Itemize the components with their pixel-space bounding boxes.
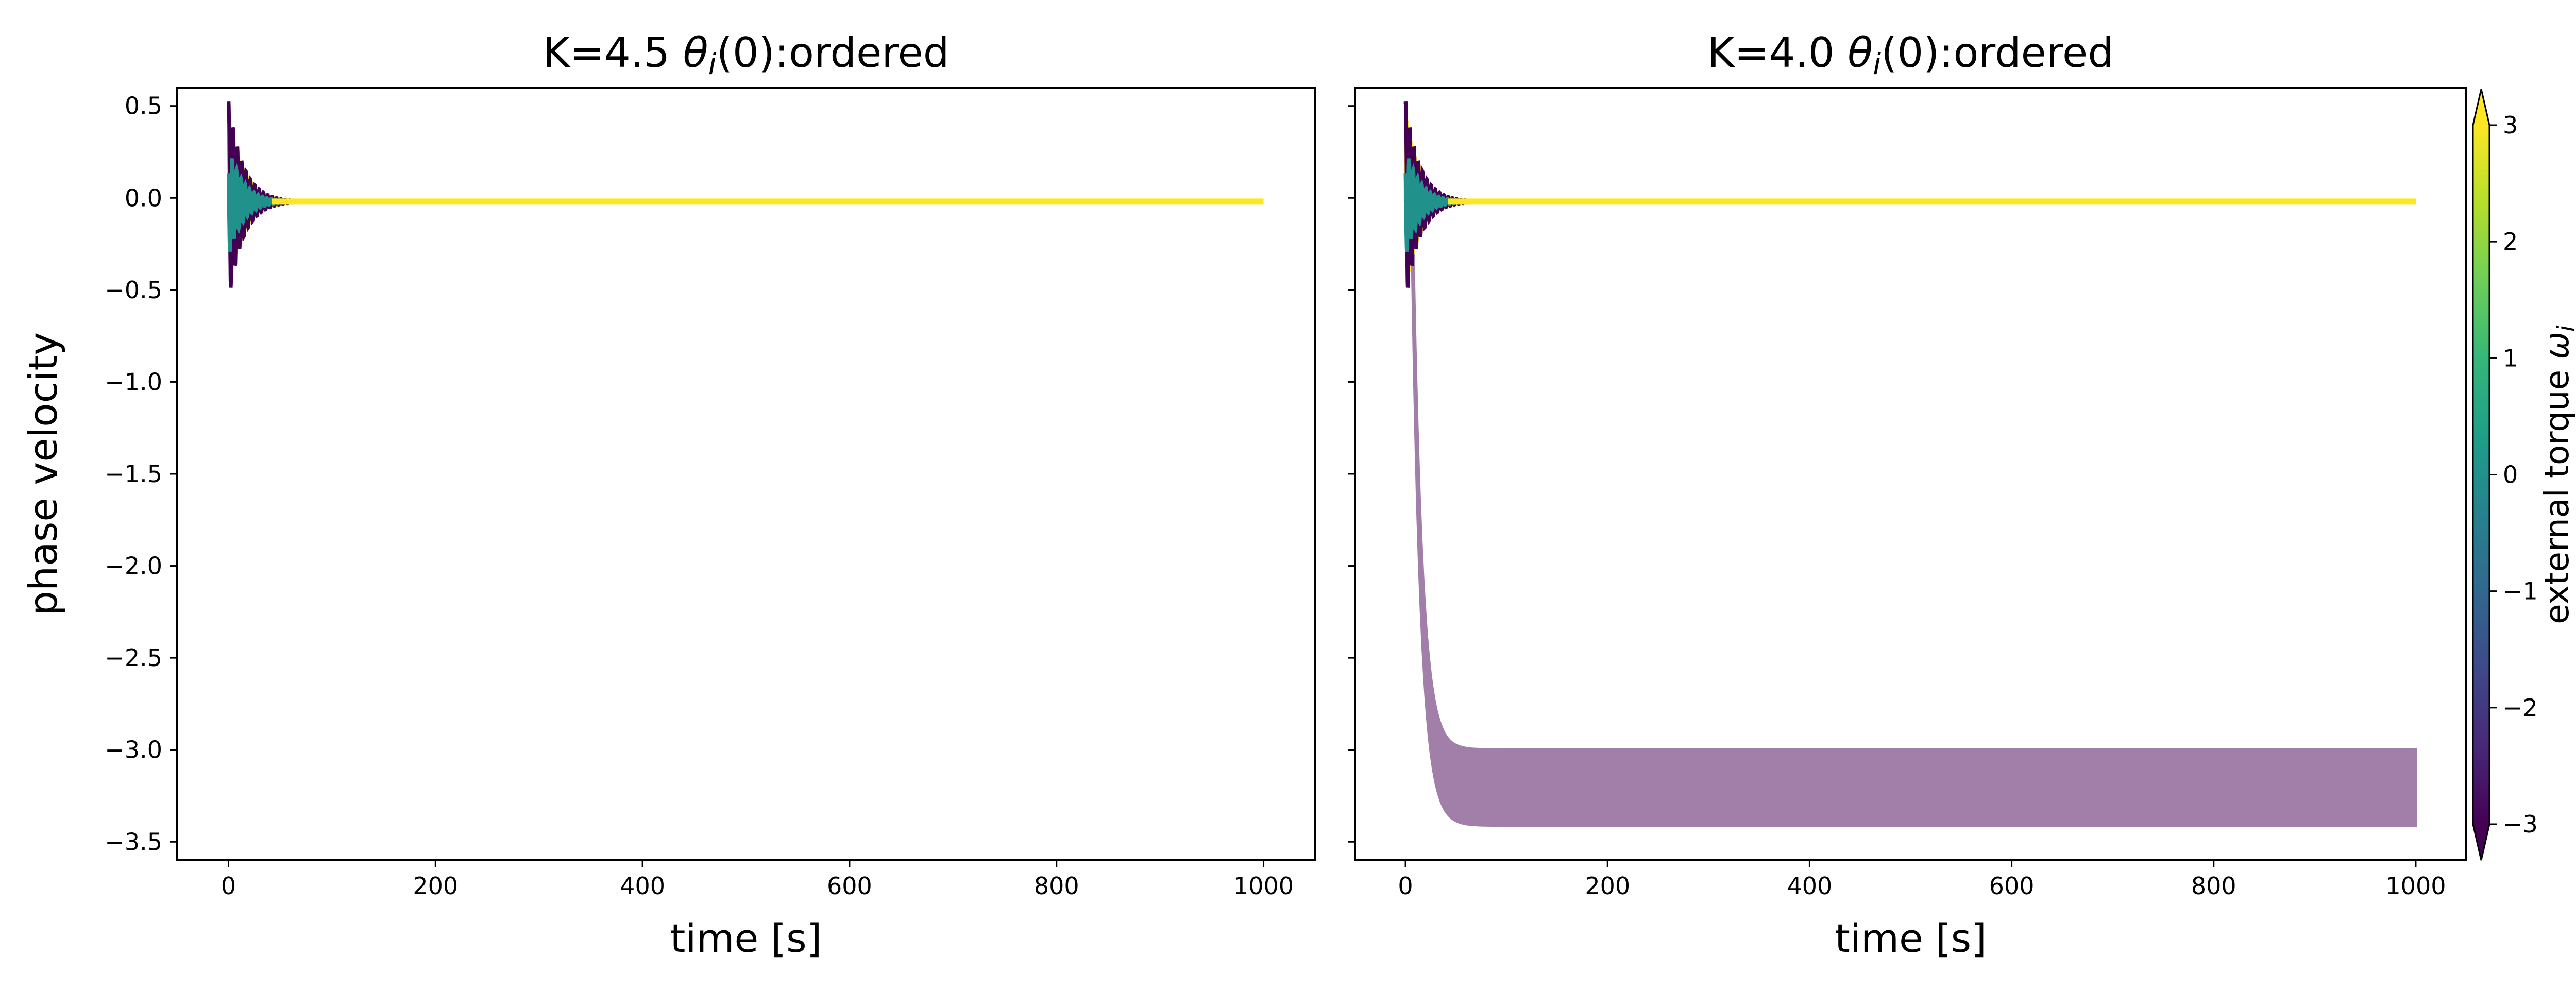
x-tick-label: 1000 [2385,872,2446,900]
left-chart-y-axis-label: phase velocity [20,332,66,616]
x-tick-label: 0 [221,872,236,900]
right-chart-x-axis-label: time [s] [1835,915,1987,961]
y-tick-label: −3.0 [105,736,162,764]
y-tick-label: −3.5 [105,828,162,856]
right-chart-y-ticks [1348,105,1355,843]
y-tick-label: −0.5 [105,276,162,304]
x-tick-label: 200 [413,872,458,900]
colorbar: 3 2 1 0 −1 −2 −3 external torque ωi [2472,89,2576,861]
x-tick-label: 800 [1034,872,1079,900]
x-tick-label: 800 [2191,872,2236,900]
colorbar-tick-label: −2 [2503,694,2538,722]
colorbar-gradient [2473,125,2489,824]
x-tick-label: 600 [1989,872,2035,900]
y-tick-label: −1.0 [105,368,162,396]
drifting-oscillator-band [1404,154,2417,827]
colorbar-ticks: 3 2 1 0 −1 −2 −3 [2489,111,2538,838]
y-tick-label: 0.5 [125,92,162,120]
x-tick-label: 400 [1787,872,1833,900]
left-chart-x-axis-label: time [s] [670,915,822,961]
y-tick-label: −2.0 [105,552,162,580]
left-chart-lines [227,101,1264,288]
left-chart-y-ticks: 0.5 0.0 −0.5 −1.0 −1.5 −2.0 −2.5 −3.0 −3.5 [105,92,177,856]
colorbar-tick-label: −1 [2503,577,2538,605]
colorbar-extend-min [2473,824,2489,860]
left-chart-title: K=4.5 θi(0):ordered [543,29,949,81]
colorbar-tick-label: 1 [2503,344,2518,372]
colorbar-tick-label: 3 [2503,111,2518,139]
x-tick-label: 600 [827,872,872,900]
right-chart-panel: 0 200 400 600 800 1000 K=4.0 θi(0):ordered ti… [1348,29,2467,961]
right-chart-lines [1403,101,2417,827]
left-chart-x-ticks: 0 200 400 600 800 1000 [221,860,1294,900]
y-tick-label: 0.0 [125,184,162,212]
y-tick-label: −1.5 [105,460,162,488]
left-chart-panel: 0 200 400 600 800 1000 0.5 0.0 −0.5 −1.0 −1.5 −2.0… [20,29,1316,961]
x-tick-label: 0 [1398,872,1413,900]
y-tick-label: −2.5 [105,644,162,672]
x-tick-label: 400 [620,872,665,900]
colorbar-tick-label: 0 [2503,461,2518,489]
colorbar-tick-label: 2 [2503,228,2518,255]
colorbar-tick-label: −3 [2503,810,2538,838]
right-chart-title: K=4.0 θi(0):ordered [1707,29,2114,81]
x-tick-label: 1000 [1233,872,1294,900]
right-chart-x-ticks: 0 200 400 600 800 1000 [1398,860,2446,900]
x-tick-label: 200 [1585,872,1630,900]
colorbar-extend-max [2473,89,2489,125]
colorbar-label: external torque ωi [2538,325,2576,624]
